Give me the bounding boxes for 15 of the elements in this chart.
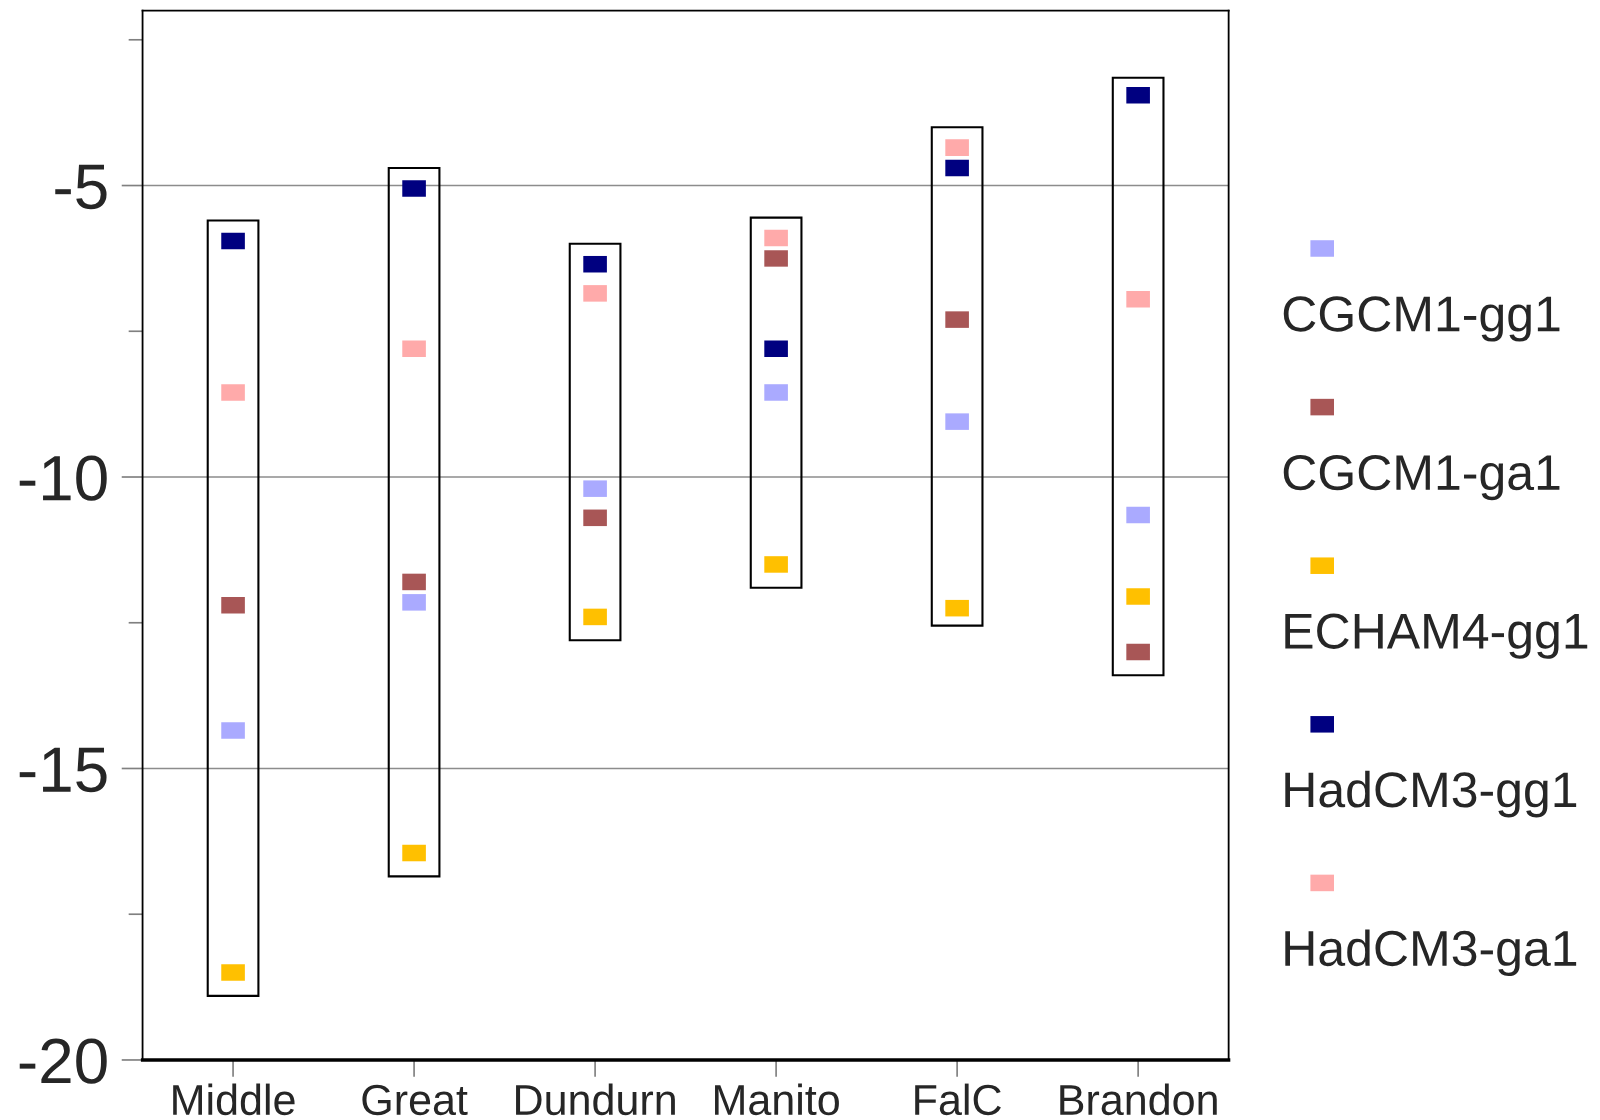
x-tick-label: Brandon: [1060, 1083, 1217, 1116]
x-tick-label: FalC: [915, 1083, 1001, 1116]
legend-label: CGCM1-ga1: [1283, 454, 1560, 501]
x-tick-label: Middle: [173, 1083, 295, 1116]
legend-label: HadCM3-ga1: [1285, 929, 1577, 977]
legend-label: ECHAM4-gg1: [1285, 613, 1588, 659]
legend-label: CGCM1-gg1: [1283, 296, 1560, 342]
y-tick-label: -20: [19, 1038, 107, 1084]
y-tick-label: -10: [19, 455, 107, 501]
x-tick-label: Great: [362, 1084, 468, 1116]
x-tick-label: Dundurn: [516, 1083, 675, 1116]
legend-label: HadCM3-gg1: [1285, 770, 1577, 818]
y-tick-label: -5: [55, 164, 107, 210]
y-tick-label: -15: [19, 747, 107, 793]
x-tick-label: Manito: [715, 1083, 839, 1116]
